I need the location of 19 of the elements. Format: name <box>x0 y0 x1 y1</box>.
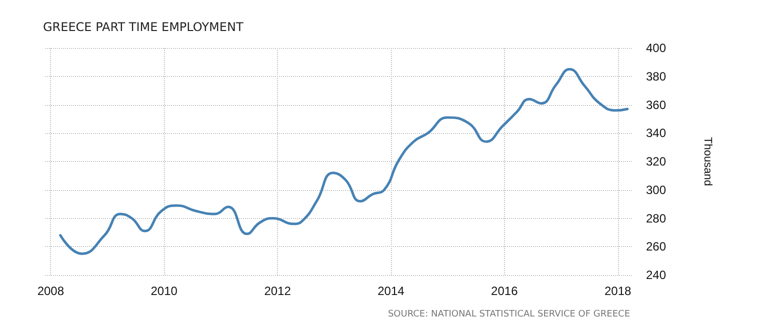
x-tick-label: 2014 <box>378 284 405 298</box>
y-tick-label: 340 <box>646 126 666 140</box>
line-series <box>59 68 629 255</box>
y-tick-label: 260 <box>646 240 666 254</box>
x-tick-label: 2016 <box>491 284 518 298</box>
x-tick-label: 2018 <box>604 284 632 298</box>
x-tick-label: 2010 <box>150 284 178 298</box>
source-note: SOURCE: NATIONAL STATISTICAL SERVICE OF GREECE <box>388 310 630 320</box>
chart-title: GREECE PART TIME EMPLOYMENT <box>43 20 244 34</box>
y-tick-label: 240 <box>646 268 666 282</box>
y-axis-title: Thousand <box>702 137 714 186</box>
y-tick-label: 360 <box>646 98 666 112</box>
y-tick-label: 380 <box>646 69 666 84</box>
y-tick-label: 280 <box>646 211 666 226</box>
y-tick-label: 400 <box>646 41 666 55</box>
y-tick-label: 300 <box>646 182 666 197</box>
x-tick-label: 2012 <box>264 284 292 298</box>
y-tick-label: 320 <box>646 154 666 168</box>
x-tick-label: 2008 <box>37 284 64 298</box>
